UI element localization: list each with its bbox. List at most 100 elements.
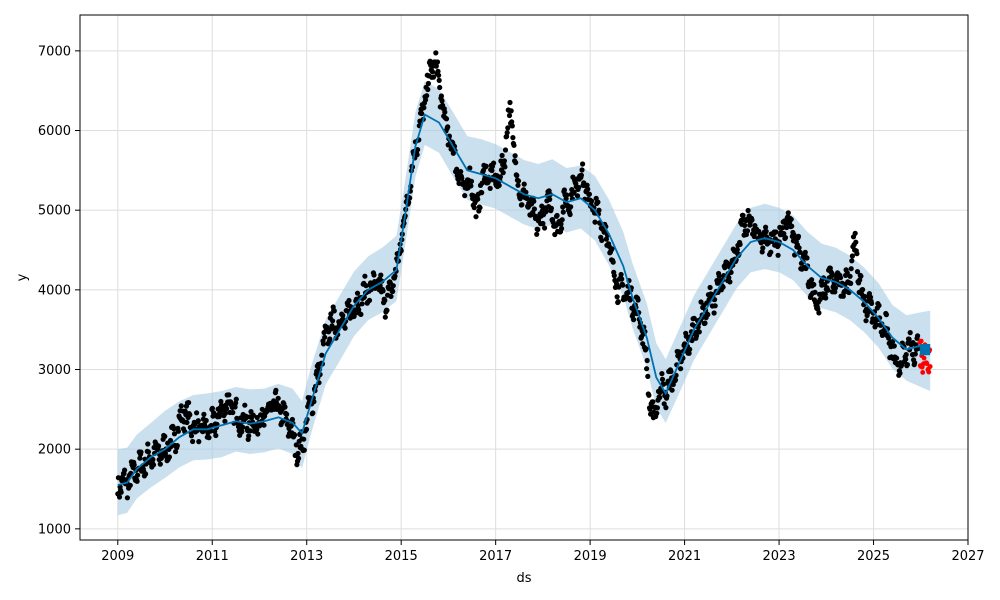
observed-point — [519, 202, 525, 208]
observed-point — [696, 329, 702, 335]
observed-point — [531, 206, 538, 212]
observed-point — [897, 370, 903, 376]
observed-point — [194, 410, 200, 416]
observed-point — [173, 449, 179, 455]
observed-point — [737, 241, 743, 247]
observed-point — [506, 112, 513, 119]
observed-point — [505, 125, 511, 131]
observed-point — [852, 230, 858, 236]
observed-point — [186, 400, 192, 406]
observed-point — [209, 405, 215, 411]
observed-point — [547, 196, 553, 202]
observed-point — [521, 181, 527, 187]
observed-point — [890, 339, 896, 345]
observed-point — [847, 273, 853, 279]
observed-point — [507, 99, 513, 106]
observed-point — [275, 395, 281, 401]
observed-point — [619, 276, 625, 282]
observed-point — [303, 426, 310, 432]
observed-point — [512, 153, 518, 159]
observed-point — [468, 178, 475, 184]
observed-point — [576, 184, 582, 191]
observed-point — [362, 273, 368, 279]
observed-point — [124, 495, 130, 501]
observed-point — [425, 80, 431, 87]
observed-point — [443, 116, 450, 122]
observed-point — [912, 360, 918, 366]
observed-point — [471, 205, 477, 211]
observed-point — [346, 297, 352, 304]
observed-point — [208, 428, 214, 434]
observed-point — [454, 166, 460, 172]
observed-point — [230, 409, 236, 416]
observed-point — [659, 371, 665, 377]
observed-point — [201, 411, 207, 417]
observed-point — [817, 296, 823, 303]
observed-point — [797, 249, 803, 255]
observed-point — [815, 306, 821, 312]
observed-point — [848, 280, 854, 286]
observed-point — [782, 235, 789, 241]
observed-point — [720, 284, 726, 290]
observed-point — [118, 489, 124, 495]
observed-point — [501, 158, 507, 164]
observed-point — [384, 307, 390, 313]
observed-point — [668, 368, 674, 375]
forecast-point — [924, 361, 930, 367]
observed-point — [906, 336, 912, 342]
observed-point — [366, 297, 373, 303]
observed-point — [645, 373, 651, 379]
observed-point — [531, 198, 537, 204]
observed-point — [558, 221, 564, 227]
observed-point — [560, 204, 566, 210]
observed-point — [390, 288, 396, 294]
observed-point — [491, 160, 497, 166]
observed-point — [188, 433, 195, 439]
observed-point — [802, 249, 808, 255]
observed-point — [292, 432, 298, 438]
observed-point — [586, 191, 593, 197]
observed-point — [595, 199, 601, 205]
observed-point — [138, 449, 144, 455]
observed-point — [246, 433, 252, 439]
forecast-point — [921, 355, 927, 361]
observed-point — [854, 251, 860, 257]
observed-point — [724, 260, 730, 266]
observed-point — [496, 182, 502, 188]
observed-point — [388, 293, 394, 299]
observed-point — [242, 402, 248, 408]
observed-point — [644, 357, 650, 364]
observed-point — [436, 72, 442, 78]
x-tick-label: 2009 — [101, 549, 134, 564]
observed-point — [436, 77, 442, 83]
observed-point — [206, 435, 212, 441]
observed-point — [514, 172, 520, 179]
observed-point — [509, 123, 515, 129]
observed-point — [513, 160, 519, 166]
observed-point — [171, 431, 178, 437]
observed-point — [812, 289, 818, 295]
observed-point — [816, 310, 822, 316]
observed-point — [873, 322, 879, 328]
observed-point — [378, 272, 384, 278]
observed-point — [672, 377, 679, 383]
observed-point — [795, 233, 802, 239]
observed-point — [825, 287, 831, 293]
observed-point — [687, 346, 693, 352]
forecast-point — [920, 370, 926, 375]
observed-point — [433, 63, 439, 69]
forecast-segment — [919, 344, 931, 356]
observed-point — [644, 366, 650, 372]
observed-point — [510, 135, 516, 141]
observed-point — [327, 336, 333, 342]
observed-point — [860, 287, 866, 293]
observed-point — [359, 301, 365, 307]
x-tick-label: 2017 — [479, 549, 512, 564]
observed-point — [654, 410, 660, 416]
observed-point — [535, 226, 541, 233]
uncertainty-band — [117, 81, 931, 516]
observed-point — [678, 366, 684, 372]
observed-point — [296, 455, 302, 461]
x-tick-label: 2021 — [668, 549, 701, 564]
observed-point — [473, 214, 479, 220]
